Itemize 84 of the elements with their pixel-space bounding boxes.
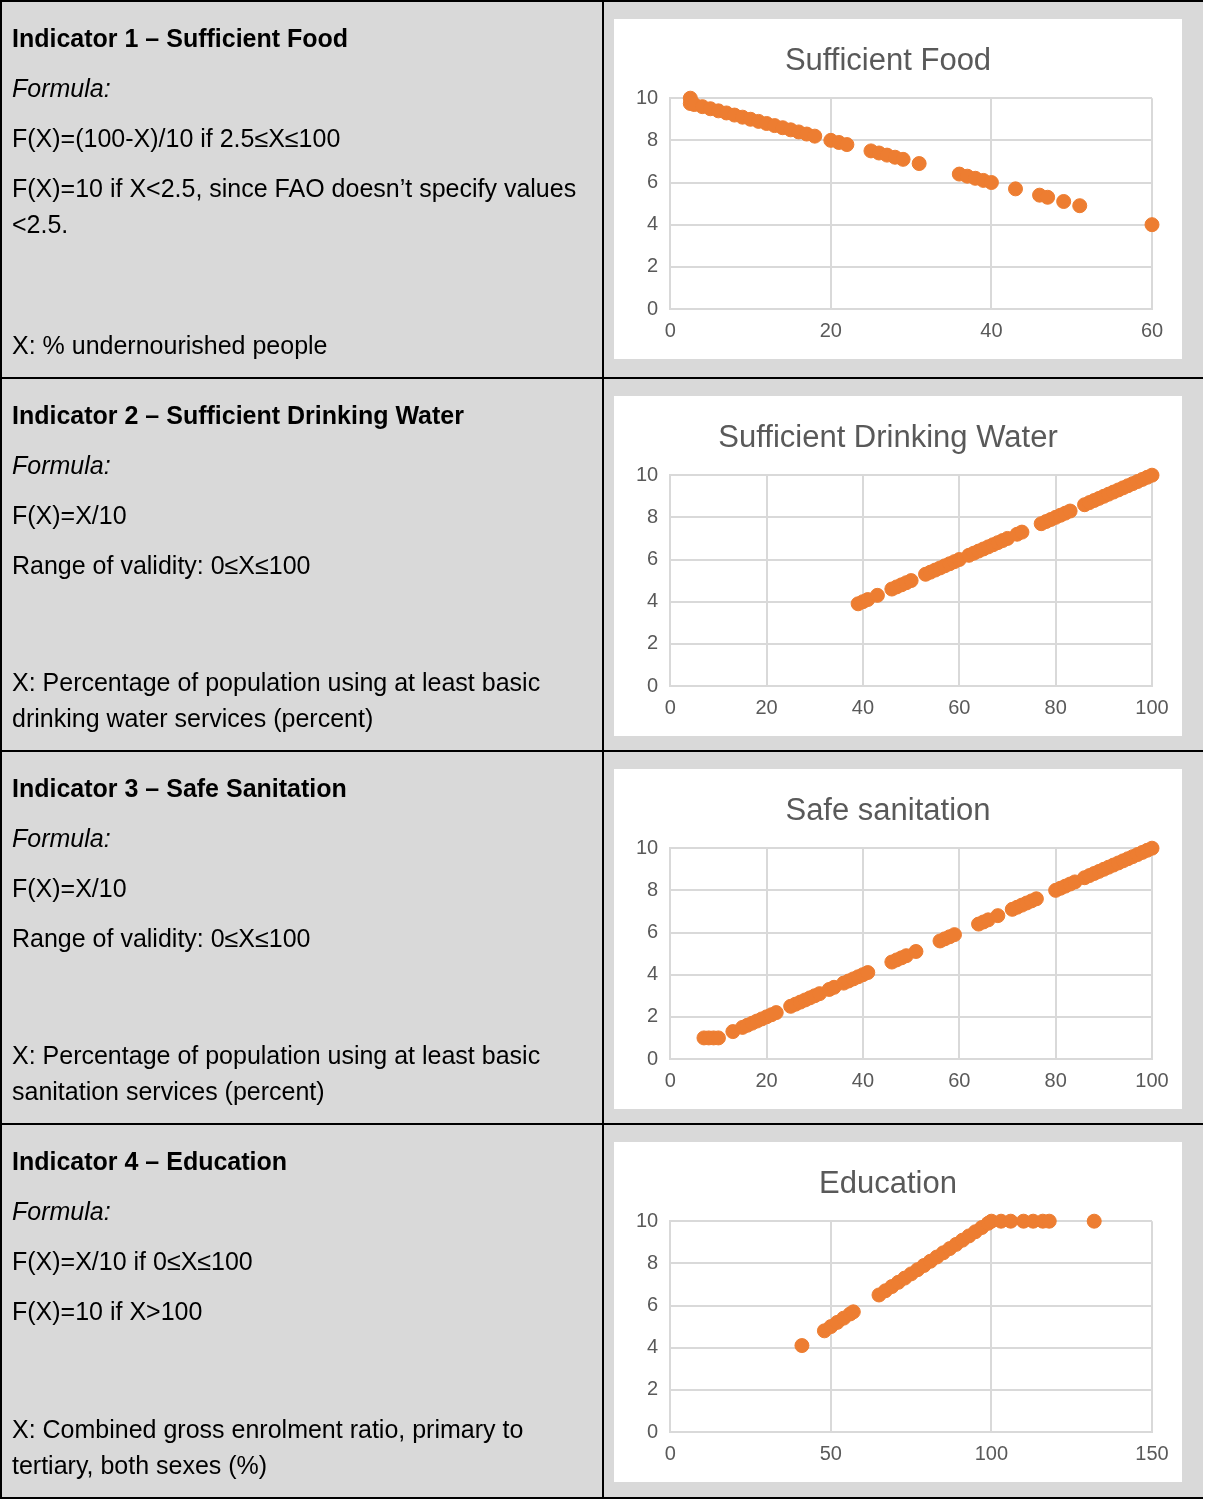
y-tick-label: 0 [647,1419,659,1442]
x-tick-label: 80 [1044,695,1067,718]
text: F(X)=X/10 [12,500,128,531]
y-tick-label: 6 [647,1293,659,1316]
y-tick-label: 8 [647,504,659,527]
y-tick-label: 8 [647,127,659,150]
text: X: Percentage of population using at least basic drinking water services (percent) [12,667,542,734]
x-tick-label: 40 [851,695,875,718]
point [1062,503,1078,519]
point [1040,189,1056,205]
text: Indicator 4 – Education [12,1146,289,1177]
y-tick-label: 8 [647,1250,659,1273]
y-tick-label: 4 [647,1335,659,1358]
point [869,587,885,603]
x-tick-label: 20 [819,318,842,341]
x-tick-label: 60 [1140,318,1164,341]
y-tick-label: 10 [636,85,659,108]
y-tick-label: 0 [647,296,659,319]
y-tick-label: 0 [647,1046,659,1069]
text: F(X)=10 if X<2.5, since FAO doesn’t specify values <2.5. [12,173,578,240]
x-tick-label: 0 [664,318,676,341]
y-tick-label: 2 [647,1004,659,1027]
x-tick-label: 0 [664,695,676,718]
point [911,156,927,172]
x-tick-label: 100 [1135,1068,1169,1091]
x-tick-label: 50 [819,1441,842,1464]
point [1056,193,1072,209]
text: Formula: [12,450,112,481]
text: F(X)=(100-X)/10 if 2.5≤X≤100 [12,123,342,154]
y-tick-label: 4 [647,589,659,612]
text: Range of validity: 0≤X≤100 [12,923,312,954]
point [794,1338,810,1354]
y-tick-label: 10 [636,835,659,858]
x-tick-label: 150 [1135,1441,1169,1464]
text: X: Percentage of population using at least basic sanitation services (percent) [12,1040,542,1107]
x-tick-label: 40 [851,1068,875,1091]
text: Indicator 2 – Sufficient Drinking Water [12,400,465,431]
text: Formula: [12,73,112,104]
point [895,151,911,167]
point [903,573,919,589]
x-tick-label: 80 [1044,1068,1067,1091]
text: Formula: [12,1196,112,1227]
text: Formula: [12,823,112,854]
text: F(X)=X/10 [12,873,128,904]
y-tick-label: 2 [647,254,659,277]
point [983,175,999,191]
point [1008,181,1023,197]
chart-title: Sufficient Drinking Water [718,419,1058,455]
x-tick-label: 20 [755,1068,778,1091]
point [1086,1213,1102,1229]
text: Indicator 3 – Safe Sanitation [12,773,348,804]
y-tick-label: 0 [647,673,659,696]
y-tick-label: 6 [647,920,659,943]
point [1144,217,1160,233]
point [839,137,855,153]
x-tick-label: 20 [755,695,778,718]
x-tick-label: 100 [1135,695,1169,718]
text: Indicator 1 – Sufficient Food [12,23,350,54]
x-tick-label: 0 [664,1068,676,1091]
text: X: Combined gross enrolment ratio, primary to tertiary, both sexes (%) [12,1414,525,1481]
x-tick-label: 100 [974,1441,1009,1464]
y-tick-label: 10 [636,1208,659,1231]
y-tick-label: 2 [647,1377,659,1400]
y-tick-label: 4 [647,212,659,235]
x-tick-label: 60 [948,1068,971,1091]
text: Range of validity: 0≤X≤100 [12,550,312,581]
x-tick-label: 0 [664,1441,676,1464]
point [1014,524,1030,540]
text: F(X)=10 if X>100 [12,1296,204,1327]
x-tick-label: 60 [948,695,971,718]
text: X: % undernourished people [12,330,329,361]
y-tick-label: 8 [647,877,659,900]
chart-title: Sufficient Food [784,42,992,78]
y-tick-label: 2 [647,631,659,654]
chart-title: Education [819,1165,957,1201]
chart-title: Safe sanitation [785,792,991,828]
point [807,128,823,144]
y-tick-label: 4 [647,962,659,985]
point [1072,198,1088,214]
y-tick-label: 10 [636,462,659,485]
y-tick-label: 6 [647,547,659,570]
text: F(X)=X/10 if 0≤X≤100 [12,1246,254,1277]
x-tick-label: 40 [980,318,1003,341]
y-tick-label: 6 [647,170,659,193]
